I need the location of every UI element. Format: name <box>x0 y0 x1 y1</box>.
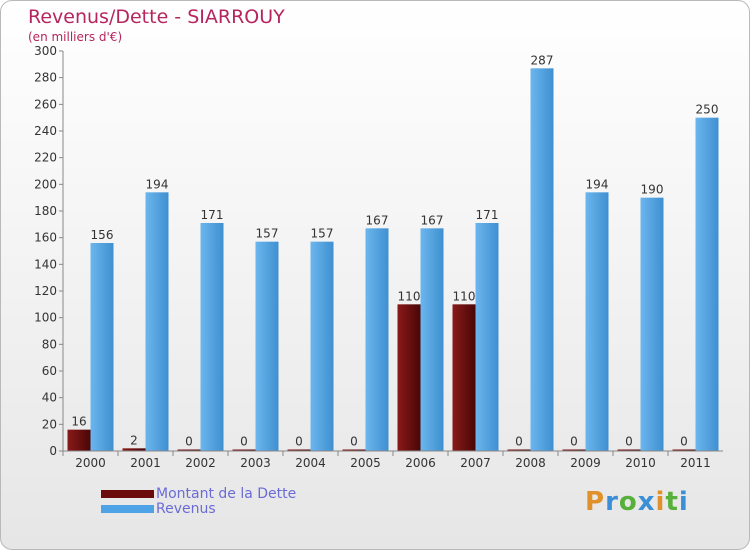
y-tick-label: 100 <box>34 311 57 325</box>
legend-swatch-revenus <box>101 505 154 513</box>
bar-dette-2006 <box>397 304 421 451</box>
data-label-revenus-2005: 167 <box>366 213 389 227</box>
bar-revenus-2001 <box>145 192 169 452</box>
logo-letter: o <box>618 487 638 517</box>
data-label-revenus-2009: 194 <box>586 177 609 191</box>
x-tick-label: 2003 <box>240 456 271 470</box>
data-label-dette-2004: 0 <box>295 435 303 449</box>
data-label-revenus-2003: 157 <box>256 227 279 241</box>
bar-revenus-2004 <box>310 241 334 451</box>
x-tick-label: 2009 <box>570 456 601 470</box>
logo-letter: P <box>585 487 606 517</box>
x-tick-label: 2002 <box>185 456 216 470</box>
bar-revenus-2010 <box>640 197 664 451</box>
data-label-revenus-2008: 287 <box>531 53 554 67</box>
y-axis: 0 20 40 60 80 100 120 140 160 180 200 220 240 260 280 3… <box>34 44 64 458</box>
bar-revenus-2011 <box>695 117 719 452</box>
data-label-revenus-2002: 171 <box>201 208 224 222</box>
y-tick-label: 220 <box>34 151 57 165</box>
logo-letter: i <box>678 487 689 517</box>
x-tick-label: 2001 <box>130 456 161 470</box>
logo-letter: i <box>655 487 666 517</box>
data-label-dette-2006: 110 <box>398 289 421 303</box>
data-label-dette-2007: 110 <box>453 289 476 303</box>
y-tick-label: 160 <box>34 231 57 245</box>
data-label-dette-2005: 0 <box>350 435 358 449</box>
logo-letter: t <box>665 487 679 517</box>
bar-dette-2001 <box>122 448 146 451</box>
logo-letter: r <box>605 487 619 517</box>
x-tick-label: 2004 <box>295 456 326 470</box>
bars: 16 156 2 194 0 171 0 157 0 157 0 167 110 167 110 171 0 28… <box>67 53 719 452</box>
y-tick-label: 0 <box>49 444 57 458</box>
bar-dette-2004 <box>287 449 311 451</box>
x-axis: 2000 2001 2002 2003 2004 2005 2006 2007 2008 2009… <box>62 450 723 470</box>
x-tick-label: 2011 <box>680 456 711 470</box>
bar-revenus-2009 <box>585 192 609 452</box>
x-tick-label: 2007 <box>460 456 491 470</box>
y-tick-label: 140 <box>34 257 57 271</box>
data-label-dette-2001: 2 <box>130 433 138 447</box>
chart-subtitle: (en milliers d'€) <box>28 30 123 44</box>
bar-revenus-2006 <box>420 228 444 451</box>
bar-dette-2008 <box>507 449 531 451</box>
x-tick-label: 2005 <box>350 456 381 470</box>
y-tick-label: 80 <box>42 337 57 351</box>
y-tick-label: 280 <box>34 71 57 85</box>
data-label-dette-2002: 0 <box>185 435 193 449</box>
bar-revenus-2000 <box>90 243 114 451</box>
data-label-revenus-2007: 171 <box>476 208 499 222</box>
y-tick-label: 240 <box>34 124 57 138</box>
data-label-revenus-2004: 157 <box>311 227 334 241</box>
bar-revenus-2003 <box>255 241 279 451</box>
x-tick-label: 2006 <box>405 456 436 470</box>
legend-swatch-debt <box>101 490 154 498</box>
bar-dette-2010 <box>617 449 641 451</box>
x-tick-label: 2010 <box>625 456 656 470</box>
x-tick-label: 2008 <box>515 456 546 470</box>
bar-dette-2005 <box>342 449 366 451</box>
x-tick-label: 2000 <box>75 456 106 470</box>
y-tick-label: 40 <box>42 391 57 405</box>
data-label-revenus-2001: 194 <box>146 177 169 191</box>
bar-revenus-2008 <box>530 68 554 451</box>
bar-dette-2011 <box>672 449 696 451</box>
data-label-revenus-2006: 167 <box>421 213 444 227</box>
bar-dette-2007 <box>452 304 476 451</box>
data-label-revenus-2010: 190 <box>641 183 664 197</box>
bar-dette-2000 <box>67 429 91 451</box>
bar-dette-2009 <box>562 449 586 451</box>
data-label-dette-2011: 0 <box>680 435 688 449</box>
data-label-dette-2008: 0 <box>515 435 523 449</box>
data-label-dette-2010: 0 <box>625 435 633 449</box>
y-tick-label: 300 <box>34 44 57 58</box>
y-tick-label: 200 <box>34 177 57 191</box>
bar-dette-2003 <box>232 449 256 451</box>
y-tick-label: 260 <box>34 97 57 111</box>
bar-revenus-2007 <box>475 223 499 451</box>
logo-letter: x <box>637 487 656 517</box>
y-tick-label: 20 <box>42 417 57 431</box>
bar-revenus-2005 <box>365 228 389 451</box>
data-label-revenus-2011: 250 <box>696 103 719 117</box>
data-label-revenus-2000: 156 <box>91 228 114 242</box>
proxiti-logo: Proxiti <box>585 487 689 517</box>
data-label-dette-2003: 0 <box>240 435 248 449</box>
bar-dette-2002 <box>177 449 201 451</box>
data-label-dette-2009: 0 <box>570 435 578 449</box>
legend-label-debt: Montant de la Dette <box>156 486 297 502</box>
chart-title: Revenus/Dette - SIARROUY <box>28 6 285 28</box>
y-tick-label: 120 <box>34 284 57 298</box>
data-label-dette-2000: 16 <box>71 415 86 429</box>
y-tick-label: 60 <box>42 364 57 378</box>
legend-label-revenus: Revenus <box>156 501 216 517</box>
bar-revenus-2002 <box>200 223 224 451</box>
y-tick-label: 180 <box>34 204 57 218</box>
